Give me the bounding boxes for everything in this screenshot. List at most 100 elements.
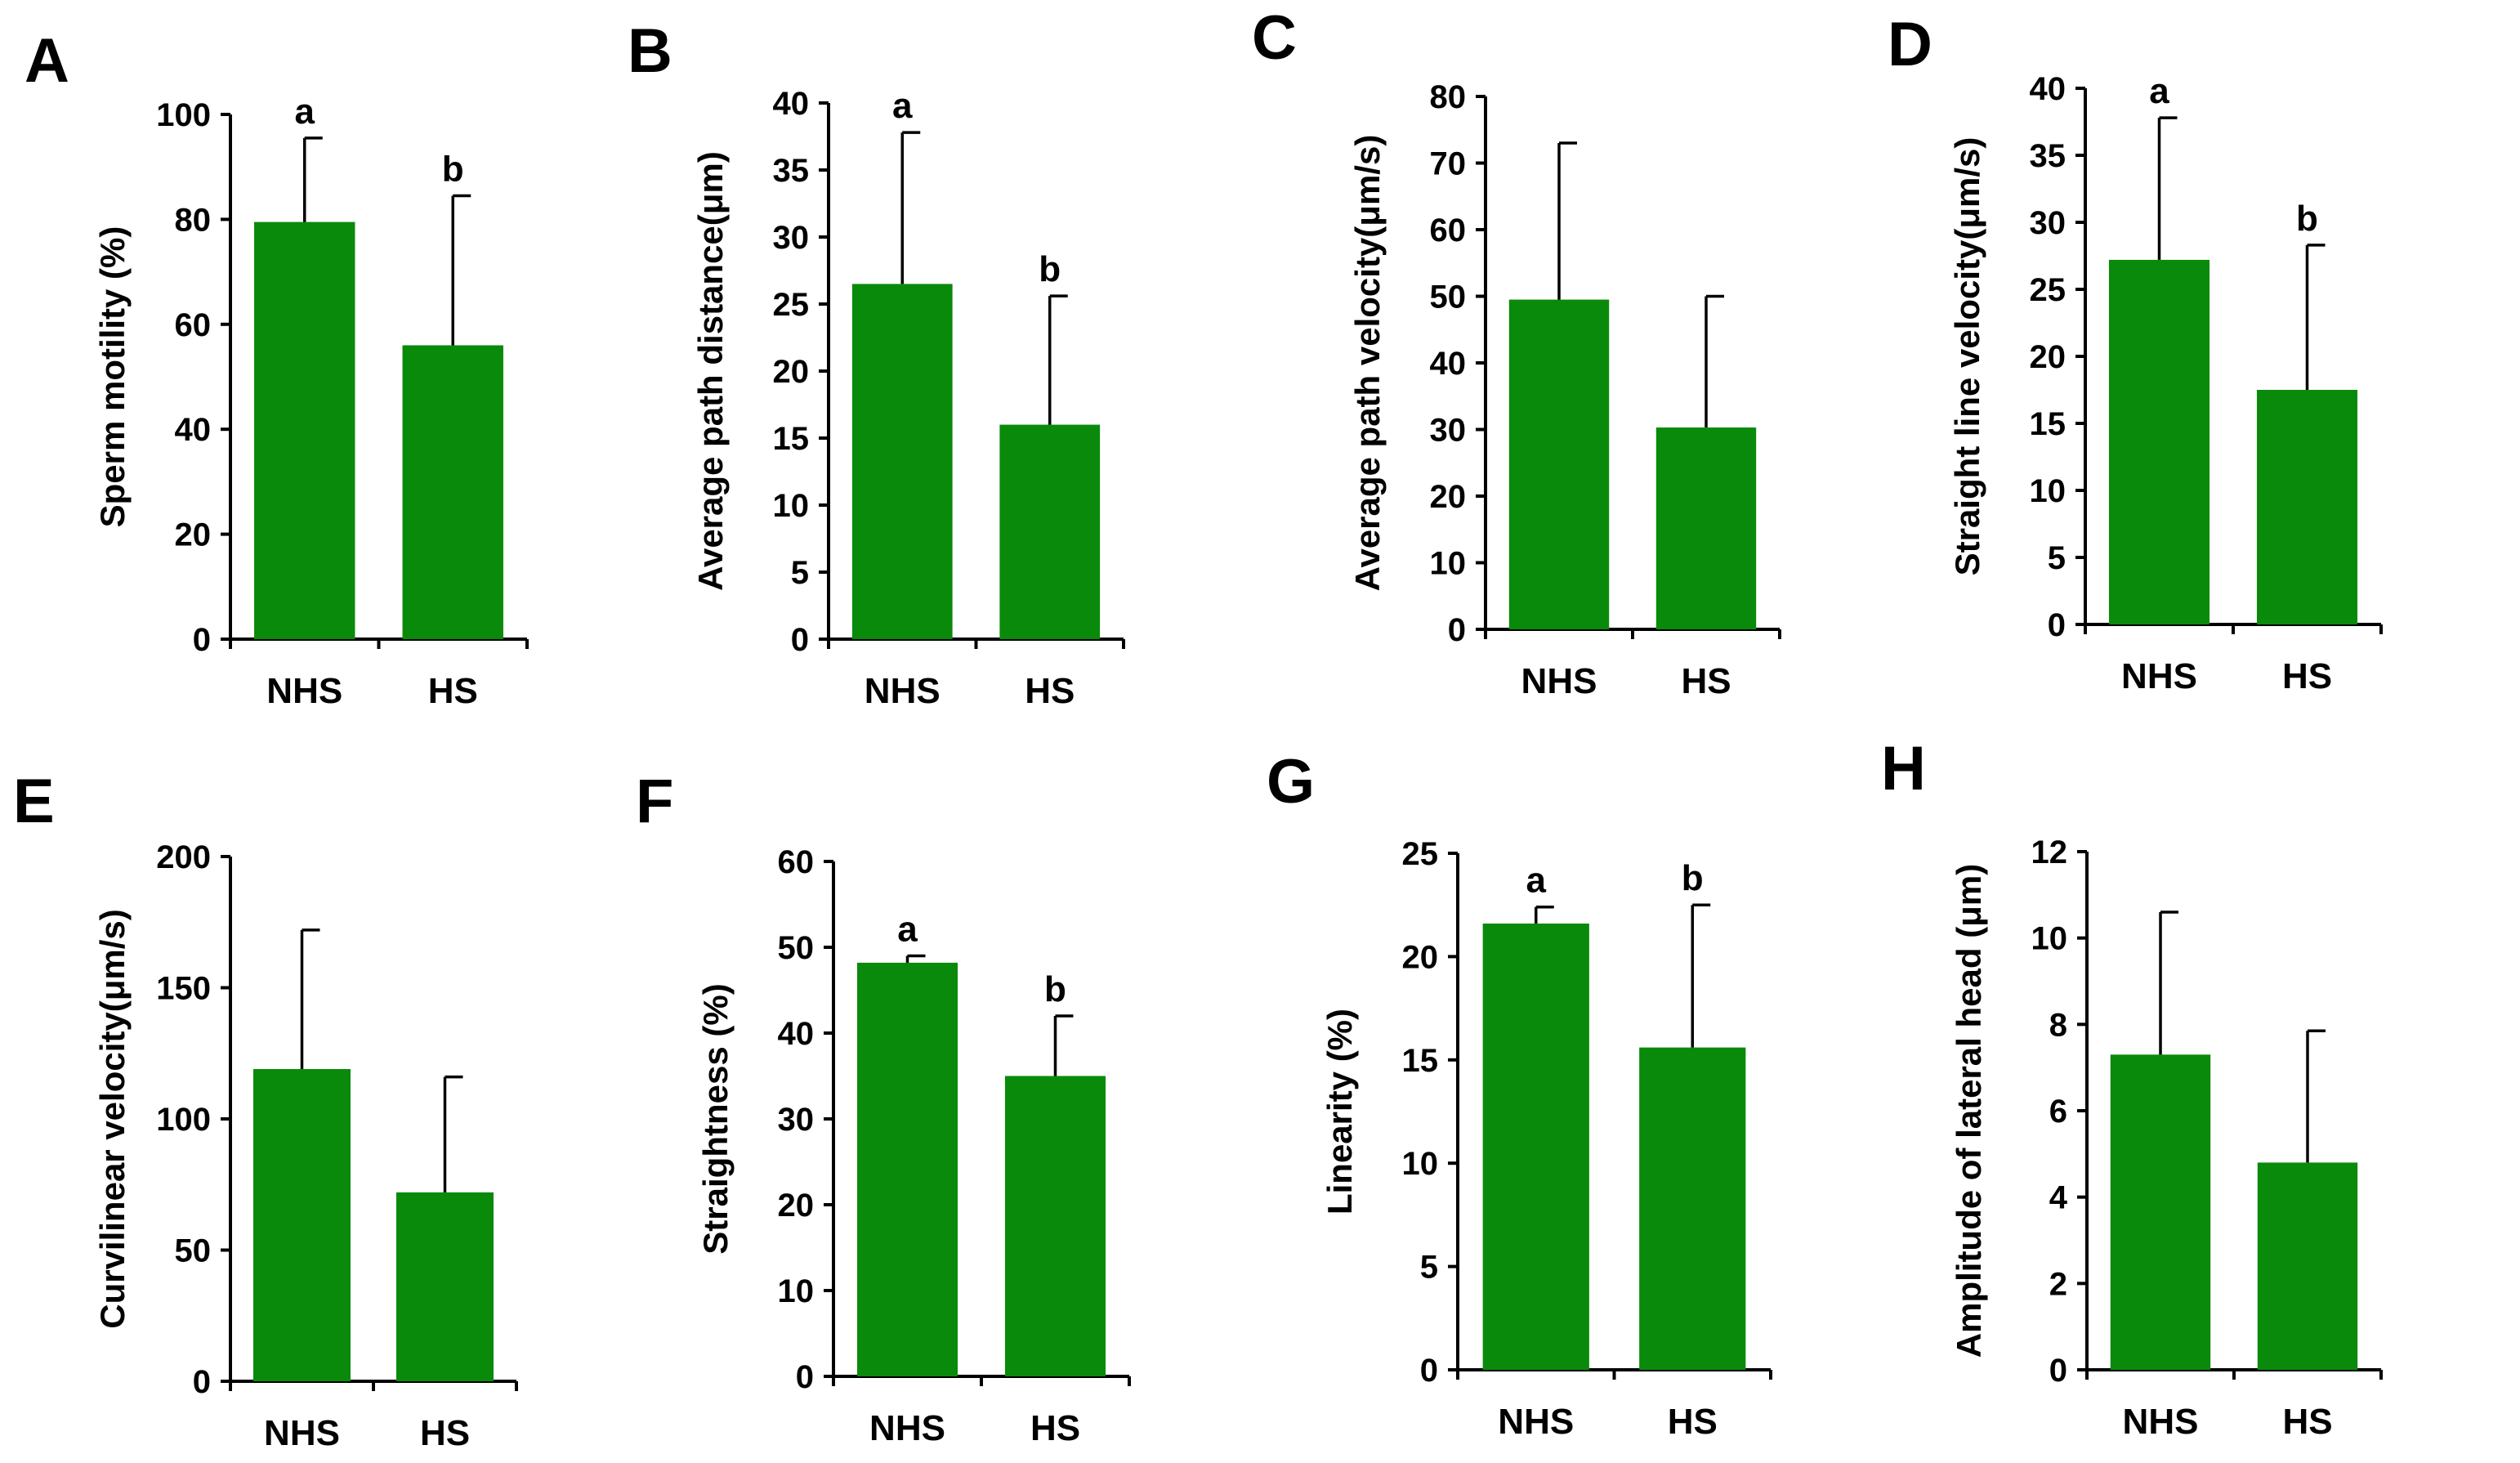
panel-A: A 0 20 40 60 80 100 Sperm motility (%) a NHS b HS — [25, 26, 529, 711]
panel-G: G 0 5 10 15 20 25 Linearity (%) a NHS b HS — [1267, 747, 1772, 1442]
y-tick-label: 80 — [175, 202, 212, 238]
panel-letter: G — [1267, 747, 1315, 817]
y-tick-label: 80 — [1430, 79, 1467, 115]
y-tick-label: 20 — [773, 354, 810, 390]
category-label: HS — [1030, 1408, 1080, 1448]
y-tick-label: 2 — [2049, 1266, 2067, 1302]
y-tick-label: 10 — [2030, 473, 2066, 509]
panel-B: B 0 5 10 15 20 25 30 35 40 Average path distance(μ… — [628, 16, 1125, 711]
bar-hs — [2256, 390, 2358, 624]
y-tick-label: 35 — [773, 153, 810, 189]
panel-E: E 0 50 100 150 200 Curvilinear velocity(μm/s) N… — [13, 767, 518, 1453]
category-label: NHS — [266, 671, 342, 711]
y-tick-label: 100 — [156, 97, 211, 133]
y-axis-label: Linearity (%) — [1320, 1009, 1359, 1215]
y-axis-label: Average path distance(μm) — [691, 151, 730, 591]
panel-H: H 0 2 4 6 8 10 12 Amplitude of lateral head (μm)… — [1881, 734, 2383, 1442]
panel-letter: A — [25, 26, 69, 96]
y-tick-label: 150 — [156, 971, 211, 1007]
y-tick-label: 50 — [175, 1233, 212, 1269]
bar-hs — [1639, 1047, 1746, 1370]
y-tick-label: 0 — [193, 1364, 211, 1400]
category-label: NHS — [264, 1413, 340, 1453]
y-tick-label: 0 — [1420, 1353, 1438, 1389]
significance-label: b — [1044, 969, 1066, 1009]
y-axis-label: Sperm motility (%) — [93, 226, 132, 528]
y-tick-label: 60 — [1430, 213, 1467, 248]
y-axis-label: Average path velocity(μm/s) — [1348, 135, 1387, 592]
y-tick-label: 30 — [1430, 413, 1467, 449]
y-tick-label: 200 — [156, 839, 211, 875]
y-tick-label: 5 — [2048, 540, 2066, 576]
y-tick-label: 8 — [2049, 1007, 2067, 1043]
category-label: HS — [2282, 1402, 2332, 1442]
y-axis-label: Straightness (%) — [696, 983, 735, 1254]
y-tick-label: 10 — [2031, 921, 2068, 957]
bar-nhs — [2110, 1054, 2211, 1370]
y-tick-label: 20 — [778, 1188, 815, 1224]
category-label: HS — [1025, 671, 1075, 711]
y-tick-label: 15 — [1402, 1043, 1439, 1079]
panel-C: C 0 10 20 30 40 50 60 70 80 Average path velocity(… — [1252, 3, 1781, 701]
y-tick-label: 40 — [1430, 346, 1467, 382]
panel-letter: H — [1881, 734, 1926, 803]
category-label: NHS — [865, 671, 941, 711]
significance-label: a — [897, 910, 918, 950]
y-tick-label: 15 — [773, 421, 810, 457]
significance-label: a — [2149, 71, 2169, 111]
y-tick-label: 40 — [773, 86, 810, 122]
significance-label: a — [892, 86, 913, 126]
y-tick-label: 12 — [2031, 834, 2068, 870]
category-label: NHS — [869, 1408, 945, 1448]
y-tick-label: 5 — [1420, 1250, 1438, 1286]
bar-nhs — [2108, 259, 2210, 624]
panel-letter: F — [636, 767, 673, 836]
bar-hs — [2257, 1162, 2358, 1370]
y-axis-label: Curvilinear velocity(μm/s) — [93, 909, 132, 1329]
y-tick-label: 0 — [2049, 1353, 2067, 1389]
y-tick-label: 40 — [175, 412, 212, 448]
significance-label: b — [1039, 249, 1061, 289]
significance-label: a — [1526, 861, 1547, 901]
panel-D: D 0 5 10 15 20 25 30 35 40 Straight line velocity(… — [1888, 10, 2383, 696]
bar-hs — [1655, 427, 1757, 629]
y-tick-label: 4 — [2049, 1180, 2068, 1216]
y-tick-label: 20 — [175, 517, 212, 553]
y-tick-label: 25 — [773, 287, 810, 323]
y-tick-label: 30 — [2030, 205, 2066, 241]
bar-nhs — [254, 221, 355, 639]
bar-hs — [396, 1192, 494, 1381]
y-tick-label: 30 — [773, 220, 810, 256]
category-label: NHS — [2123, 1402, 2199, 1442]
category-label: NHS — [1521, 661, 1597, 701]
significance-label: b — [2296, 199, 2318, 239]
y-axis-label: Straight line velocity(μm/s) — [1948, 137, 1986, 576]
category-label: NHS — [2121, 656, 2197, 696]
y-axis-label: Amplitude of lateral head (μm) — [1950, 864, 1988, 1358]
significance-label: b — [1682, 858, 1704, 898]
y-tick-label: 40 — [2030, 71, 2066, 107]
y-tick-label: 25 — [2030, 272, 2066, 308]
y-tick-label: 20 — [1402, 939, 1439, 975]
panel-F: F 0 10 20 30 40 50 60 Straightness (%) a NHS b HS — [636, 767, 1131, 1448]
y-tick-label: 20 — [2030, 339, 2066, 375]
y-tick-label: 0 — [791, 622, 809, 658]
y-tick-label: 10 — [1402, 1146, 1439, 1182]
bar-hs — [1004, 1076, 1106, 1376]
category-label: HS — [428, 671, 478, 711]
panel-letter: E — [13, 767, 55, 836]
y-tick-label: 100 — [156, 1102, 211, 1138]
y-tick-label: 0 — [796, 1359, 814, 1395]
y-tick-label: 5 — [791, 555, 809, 591]
y-tick-label: 60 — [778, 844, 815, 880]
panel-letter: B — [628, 16, 672, 86]
significance-label: b — [442, 150, 464, 190]
y-tick-label: 10 — [1430, 546, 1467, 582]
y-tick-label: 0 — [1448, 612, 1466, 648]
y-tick-label: 10 — [778, 1273, 815, 1309]
bar-nhs — [851, 284, 953, 639]
y-tick-label: 50 — [778, 930, 815, 966]
bar-nhs — [856, 962, 958, 1376]
panel-letter: D — [1888, 10, 1932, 79]
